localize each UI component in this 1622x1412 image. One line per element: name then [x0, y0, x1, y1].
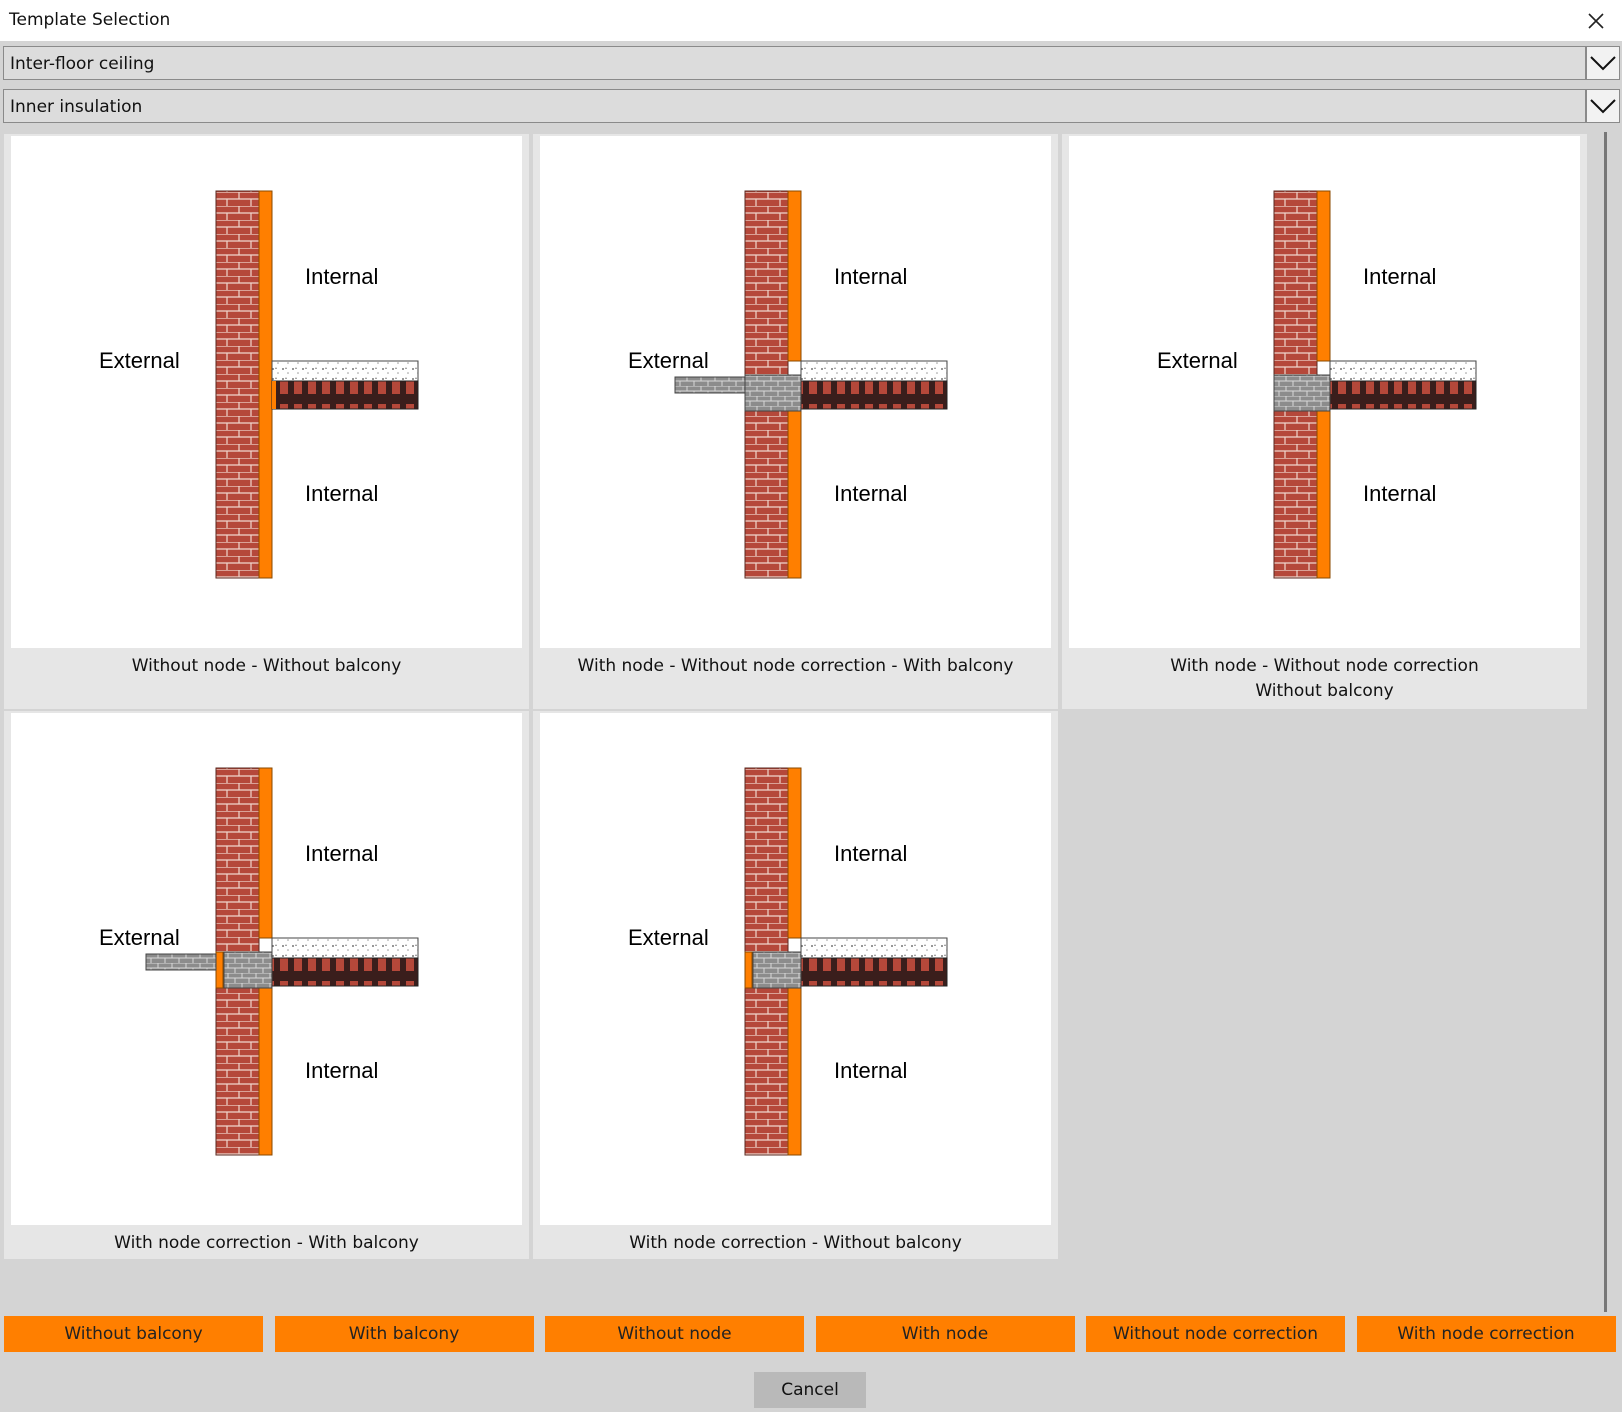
- insulation-layer-top: [1316, 190, 1331, 362]
- filter-button-without-node-correction[interactable]: Without node correction: [1086, 1316, 1345, 1352]
- floor-slab: [1329, 380, 1477, 410]
- template-diagram: Internal External Internal: [1069, 136, 1580, 648]
- template-caption: With node - Without node correction - Wi…: [577, 656, 1014, 676]
- template-card[interactable]: Internal External Internal With node - With…: [1062, 134, 1587, 709]
- filter-button-without-balcony[interactable]: Without balcony: [4, 1316, 263, 1352]
- label-internal-bottom: Internal: [834, 1058, 907, 1083]
- filter-button-with-node-correction[interactable]: With node correction: [1356, 1316, 1616, 1352]
- concrete-node: [223, 951, 273, 989]
- insulation-type-dropdown[interactable]: Inner insulation: [3, 89, 1620, 123]
- screed-layer: [271, 937, 419, 959]
- label-internal-bottom: Internal: [1363, 481, 1436, 506]
- scrollbar[interactable]: [1604, 132, 1607, 1312]
- insulation-layer: [258, 190, 273, 579]
- label-external: External: [99, 925, 180, 950]
- insulation-layer-bottom: [787, 408, 802, 579]
- template-caption: With node correction - With balcony: [114, 1233, 419, 1253]
- screed-layer: [1329, 360, 1477, 382]
- concrete-node: [1273, 374, 1331, 412]
- label-internal-top: Internal: [305, 264, 378, 289]
- insulation-layer-top: [258, 767, 273, 939]
- template-diagram: Internal External Internal: [540, 713, 1051, 1225]
- floor-slab: [271, 380, 419, 410]
- concrete-node: [744, 374, 802, 412]
- close-icon[interactable]: [1584, 9, 1608, 33]
- floor-slab: [800, 380, 948, 410]
- template-diagram: Internal External Internal: [540, 136, 1051, 648]
- filter-button-with-balcony[interactable]: With balcony: [274, 1316, 534, 1352]
- filter-bar: Without balcony With balcony Without node W…: [0, 1316, 1622, 1352]
- template-grid: Internal External Internal Without node - W…: [0, 132, 1605, 1312]
- label-internal-top: Internal: [305, 841, 378, 866]
- label-internal-top: Internal: [1363, 264, 1436, 289]
- label-internal-bottom: Internal: [305, 1058, 378, 1083]
- insulation-layer-bottom: [258, 985, 273, 1156]
- screed-layer: [800, 937, 948, 959]
- label-external: External: [628, 348, 709, 373]
- construction-type-dropdown[interactable]: Inter-floor ceiling: [3, 46, 1620, 80]
- balcony-slab: [145, 953, 217, 971]
- template-diagram: Internal External Internal: [11, 713, 522, 1225]
- template-caption: With node correction - Without balcony: [629, 1233, 962, 1253]
- insulation-layer-bottom: [787, 985, 802, 1156]
- node-correction-insulation: [744, 951, 753, 989]
- insulation-layer-top: [787, 767, 802, 939]
- template-card[interactable]: Internal External Internal With node correc…: [4, 711, 529, 1259]
- chevron-down-icon[interactable]: [1586, 89, 1620, 123]
- title-bar: Template Selection: [0, 0, 1622, 41]
- node-correction-insulation: [215, 951, 224, 989]
- dropdown-value: Inner insulation: [10, 97, 143, 117]
- template-caption: With node - Without node correction Witho…: [1170, 656, 1479, 701]
- template-diagram: Internal External Internal: [11, 136, 522, 648]
- filter-button-with-node[interactable]: With node: [815, 1316, 1075, 1352]
- label-external: External: [99, 348, 180, 373]
- chevron-down-icon[interactable]: [1586, 46, 1620, 80]
- filter-button-without-node[interactable]: Without node: [545, 1316, 804, 1352]
- label-external: External: [628, 925, 709, 950]
- label-internal-bottom: Internal: [305, 481, 378, 506]
- template-card[interactable]: Internal External Internal With node - With…: [533, 134, 1058, 709]
- cancel-button[interactable]: Cancel: [754, 1372, 866, 1408]
- insulation-layer-top: [787, 190, 802, 362]
- template-card[interactable]: Internal External Internal With node correc…: [533, 711, 1058, 1259]
- concrete-node: [752, 951, 802, 989]
- insulation-layer-bottom: [1316, 408, 1331, 579]
- brick-wall: [215, 190, 260, 579]
- label-internal-top: Internal: [834, 841, 907, 866]
- dropdown-value: Inter-floor ceiling: [10, 54, 155, 74]
- floor-slab: [271, 957, 419, 987]
- label-internal-bottom: Internal: [834, 481, 907, 506]
- label-internal-top: Internal: [834, 264, 907, 289]
- template-card[interactable]: Internal External Internal Without node - W…: [4, 134, 529, 709]
- screed-layer: [271, 360, 419, 382]
- template-caption: Without node - Without balcony: [131, 656, 402, 676]
- screed-layer: [800, 360, 948, 382]
- window-title: Template Selection: [9, 10, 171, 30]
- floor-slab: [800, 957, 948, 987]
- label-external: External: [1157, 348, 1238, 373]
- balcony-slab: [674, 376, 746, 394]
